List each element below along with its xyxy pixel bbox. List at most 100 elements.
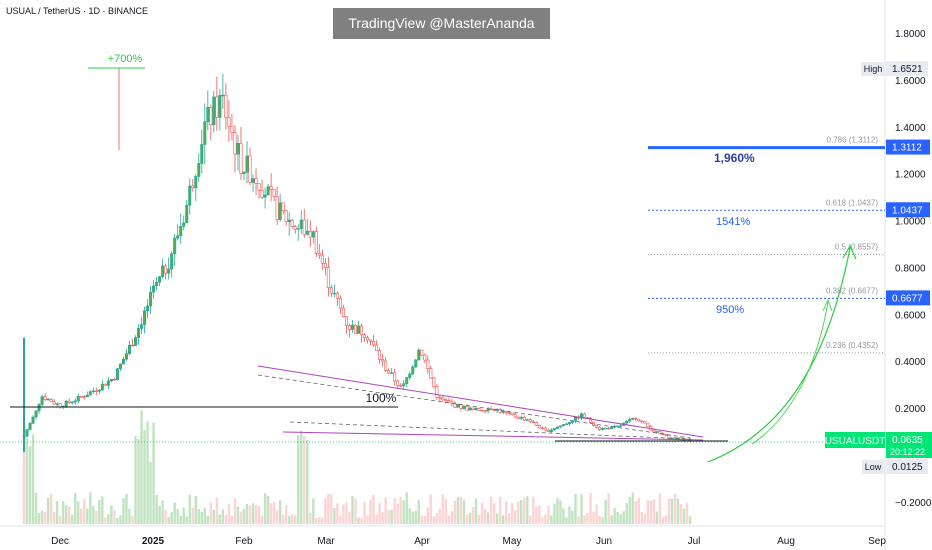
candle-body: [227, 117, 231, 127]
price-axis[interactable]: 1.8000 1.6000 1.4000 1.2000 1.0000 0.8000 0.60…: [895, 29, 932, 509]
candle-body: [137, 328, 141, 338]
candle-body: [143, 310, 147, 325]
volume-bar: [477, 514, 481, 524]
volume-bar: [345, 501, 348, 524]
candle-body: [564, 423, 568, 425]
symbol-title[interactable]: USUAL / TetherUS · 1D · BINANCE: [6, 6, 149, 16]
candlesticks: [22, 67, 692, 452]
volume-bar: [387, 509, 390, 524]
candle-body: [423, 354, 427, 361]
low-price-value: 0.0125: [892, 462, 923, 473]
candle-body: [28, 423, 32, 430]
candle-body: [522, 416, 526, 421]
volume-bar: [281, 514, 285, 524]
volume-bar: [562, 508, 565, 524]
fibonacci-levels: 0.786 (1.3112) 1.3112 0.618 (1.0437) 1.0437…: [648, 136, 930, 354]
candle-body: [549, 429, 553, 432]
volume-bar: [363, 502, 366, 524]
volume-bar: [553, 503, 556, 524]
volume-bar: [31, 434, 35, 524]
candle-body: [64, 400, 68, 407]
candle-body: [537, 425, 541, 429]
price-tick-label: −0.2000: [895, 498, 932, 509]
volume-bar: [574, 494, 577, 524]
volume-bar: [631, 492, 634, 524]
low-price-badge: [886, 459, 928, 474]
candle-body: [441, 397, 445, 401]
wedge-mid-lower-dashed: [289, 421, 691, 440]
candle-body: [197, 163, 201, 177]
bar-countdown: 20:12:22: [890, 447, 925, 457]
volume-bar: [598, 515, 601, 524]
volume-bar: [330, 494, 333, 524]
candle-body: [311, 231, 315, 238]
volume-bar: [104, 517, 107, 524]
candle-body: [369, 339, 373, 342]
volume-bar: [474, 498, 478, 524]
time-axis[interactable]: Dec 2025 Feb Mar Apr May Jun Jul Aug Sep: [51, 536, 886, 547]
fib-level-label: 0.786 (1.3112): [827, 136, 879, 145]
volume-bar: [58, 515, 62, 524]
price-tick-label: 1.6000: [895, 76, 926, 87]
candle-body: [646, 422, 650, 427]
volume-bar: [523, 497, 526, 524]
volume-bar: [658, 493, 662, 524]
volume-bar: [501, 515, 505, 524]
volume-bar: [275, 510, 279, 524]
price-tick-label: 0.2000: [895, 404, 926, 415]
volume-bar: [556, 498, 559, 524]
candle-body: [643, 421, 647, 424]
volume-bar: [143, 430, 146, 524]
wedge-upper-line: [257, 365, 704, 438]
volume-bar: [604, 500, 607, 524]
candle-body: [236, 142, 240, 155]
candle-body: [489, 408, 493, 411]
candle-body: [513, 414, 517, 418]
volume-bar: [236, 506, 240, 524]
volume-bar: [28, 446, 32, 524]
candle-body: [456, 404, 460, 408]
volume-bar: [80, 508, 83, 524]
volume-bar: [372, 495, 375, 524]
candle-body: [130, 344, 134, 347]
volume-bar: [74, 492, 77, 524]
volume-bar: [116, 517, 119, 524]
price-tick-label: 1.8000: [895, 29, 926, 40]
candle-body: [378, 350, 382, 360]
candle-body: [167, 268, 171, 274]
symbol-badge: [825, 432, 885, 448]
candle-body: [191, 185, 195, 189]
candle-body: [462, 406, 466, 409]
candle-body: [516, 416, 520, 419]
volume-bar: [333, 508, 336, 524]
candle-body: [251, 178, 255, 183]
candle-body: [344, 316, 348, 326]
candle-body: [555, 426, 559, 429]
candle-body: [607, 427, 611, 430]
volume-bar: [435, 512, 439, 524]
volume-bar: [420, 515, 423, 524]
volume-bar: [580, 494, 583, 524]
volume-bar: [396, 503, 399, 524]
volume-bar: [119, 515, 122, 524]
time-tick-label: Sep: [868, 536, 886, 547]
volume-bar: [550, 515, 553, 524]
volume-bar: [233, 498, 237, 524]
volume-bar: [495, 513, 499, 524]
candle-body: [637, 418, 641, 422]
volume-bar: [565, 517, 568, 524]
volume-bar: [158, 505, 161, 524]
fib-level-label: 0.5 (0.8557): [835, 242, 878, 251]
volume-bar: [468, 512, 472, 524]
candle-body: [82, 396, 86, 398]
volume-bar: [71, 514, 74, 524]
candle-body: [399, 385, 403, 387]
volume-bar: [155, 495, 158, 524]
volume-bar: [260, 515, 264, 524]
candle-body: [106, 380, 110, 386]
volume-bar: [417, 500, 420, 524]
candle-body: [408, 373, 412, 378]
candle-body: [109, 378, 113, 382]
volume-bar: [432, 516, 436, 524]
